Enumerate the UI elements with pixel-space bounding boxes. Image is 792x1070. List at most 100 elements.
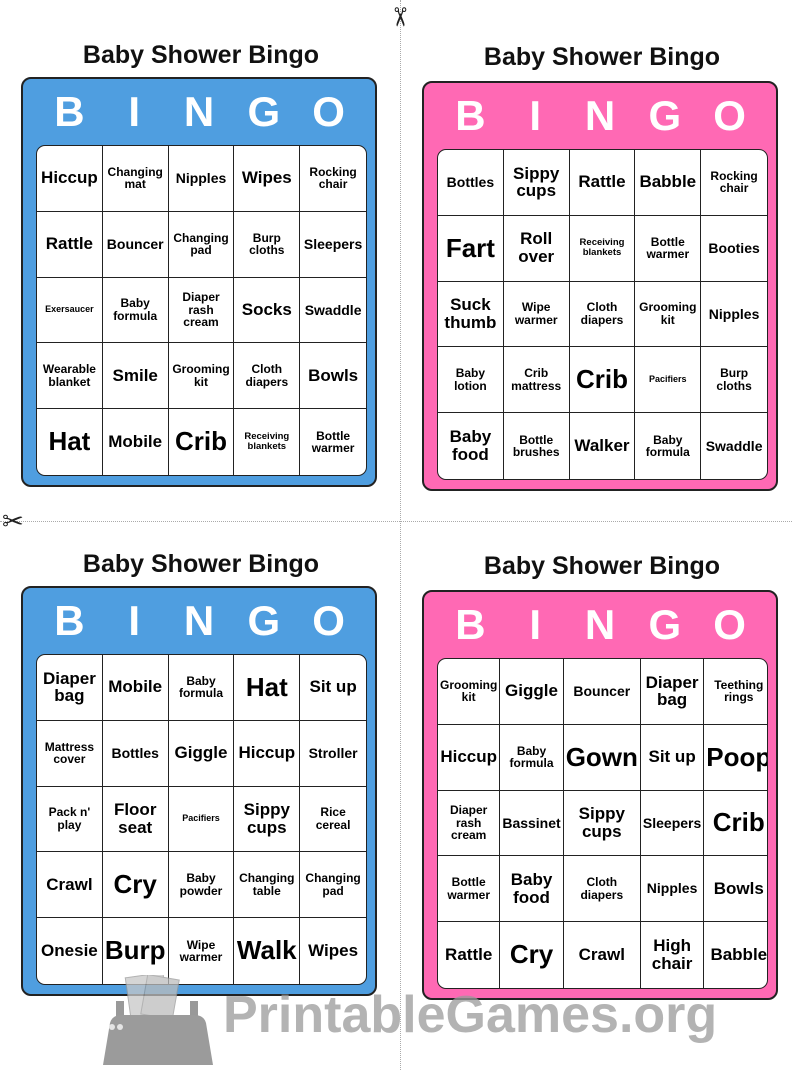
bingo-cell[interactable]: Baby formula bbox=[635, 413, 702, 479]
bingo-cell[interactable]: Rattle bbox=[438, 922, 501, 988]
bingo-cell[interactable]: Hiccup bbox=[438, 724, 501, 791]
bingo-cell[interactable]: Smile bbox=[102, 343, 169, 410]
bingo-cell[interactable]: Fart bbox=[438, 215, 504, 282]
bingo-cell[interactable]: Rice cereal bbox=[300, 787, 366, 853]
bingo-cell[interactable]: Burp cloths bbox=[234, 211, 301, 278]
bingo-cell[interactable]: Sippy cups bbox=[503, 150, 570, 216]
bingo-cell[interactable]: Diaper rash cream bbox=[168, 277, 235, 344]
bingo-cell[interactable]: Changing table bbox=[234, 852, 301, 919]
bingo-cell[interactable]: Gown bbox=[563, 724, 641, 791]
bingo-cell[interactable]: Wearable blanket bbox=[37, 343, 103, 410]
bingo-cell[interactable]: Bottles bbox=[438, 150, 504, 216]
bingo-cell[interactable]: Hiccup bbox=[37, 146, 103, 212]
bingo-cell[interactable]: Sit up bbox=[300, 655, 366, 721]
bingo-cell[interactable]: Baby formula bbox=[500, 724, 564, 791]
bingo-cell[interactable]: Crib bbox=[569, 347, 636, 414]
bingo-cell[interactable]: Hat bbox=[234, 655, 301, 721]
bingo-cell[interactable]: Rocking chair bbox=[701, 150, 767, 216]
bingo-cell[interactable]: Cloth diapers bbox=[569, 281, 636, 348]
bingo-cell[interactable]: Wipe warmer bbox=[503, 281, 570, 348]
bingo-cell[interactable]: Diaper bag bbox=[640, 659, 705, 725]
bingo-cell[interactable]: Rocking chair bbox=[300, 146, 366, 212]
bingo-cell[interactable]: Baby food bbox=[500, 856, 564, 923]
bingo-cell[interactable]: Pacifiers bbox=[635, 347, 702, 414]
bingo-cell[interactable]: Bottle warmer bbox=[438, 856, 501, 923]
bingo-cell[interactable]: Grooming kit bbox=[168, 343, 235, 410]
bingo-cell[interactable]: Onesie bbox=[37, 918, 103, 984]
bingo-cell[interactable]: Crib bbox=[169, 409, 235, 475]
bingo-cell[interactable]: Bottle brushes bbox=[504, 413, 570, 479]
bingo-cell[interactable]: Bottles bbox=[102, 720, 169, 787]
bingo-cell[interactable]: Sit up bbox=[640, 724, 705, 791]
bingo-cell[interactable]: Rattle bbox=[37, 211, 103, 278]
bingo-cell[interactable]: Suck thumb bbox=[438, 281, 504, 348]
bingo-cell[interactable]: Bouncer bbox=[102, 211, 169, 278]
bingo-cell[interactable]: Nipples bbox=[640, 856, 705, 923]
bingo-cell[interactable]: Poop bbox=[704, 725, 767, 791]
bingo-cell[interactable]: Crib mattress bbox=[503, 347, 570, 414]
bingo-cell[interactable]: Cloth diapers bbox=[563, 856, 641, 923]
bingo-cell[interactable]: Nipples bbox=[168, 146, 235, 212]
bingo-cell[interactable]: Crib bbox=[704, 791, 767, 857]
bingo-cell[interactable]: Changing pad bbox=[300, 852, 366, 919]
bingo-cell[interactable]: Baby lotion bbox=[438, 347, 504, 414]
bingo-cell[interactable]: Pacifiers bbox=[168, 786, 235, 853]
bingo-cell[interactable]: Bowls bbox=[704, 856, 767, 923]
bingo-cell[interactable]: Burp bbox=[103, 918, 169, 984]
bingo-cell[interactable]: Giggle bbox=[168, 720, 235, 787]
bingo-cell[interactable]: Sleepers bbox=[300, 212, 366, 278]
bingo-cell[interactable]: Mobile bbox=[103, 409, 169, 475]
bingo-cell[interactable]: Walker bbox=[570, 413, 636, 479]
bingo-cell[interactable]: Stroller bbox=[300, 721, 366, 787]
bingo-cell[interactable]: Diaper bag bbox=[37, 655, 103, 721]
bingo-cell[interactable]: Teething rings bbox=[704, 659, 767, 725]
bingo-cell[interactable]: Sleepers bbox=[640, 790, 705, 857]
bingo-cell[interactable]: Socks bbox=[234, 277, 301, 344]
bingo-cell[interactable]: Nipples bbox=[701, 282, 767, 348]
bingo-cell[interactable]: Booties bbox=[701, 216, 767, 282]
bingo-cell[interactable]: Bouncer bbox=[563, 659, 641, 725]
bingo-cell[interactable]: Wipes bbox=[234, 146, 301, 212]
bingo-cell[interactable]: Cry bbox=[500, 922, 564, 988]
bingo-cell[interactable]: Rattle bbox=[569, 150, 636, 216]
bingo-cell[interactable]: Roll over bbox=[503, 215, 570, 282]
bingo-cell[interactable]: Baby formula bbox=[168, 655, 235, 721]
bingo-cell[interactable]: Diaper rash cream bbox=[438, 790, 501, 857]
bingo-cell[interactable]: Hat bbox=[37, 409, 103, 475]
bingo-cell[interactable]: Babble bbox=[710, 945, 768, 965]
bingo-cell[interactable]: Wipe warmer bbox=[169, 918, 235, 984]
bingo-cell[interactable]: Babble bbox=[635, 150, 702, 216]
bingo-cell[interactable]: Floor seat bbox=[102, 786, 169, 853]
bingo-cell[interactable]: Swaddle bbox=[705, 437, 763, 454]
bingo-cell[interactable]: Mattress cover bbox=[37, 720, 103, 787]
bingo-cell[interactable]: Giggle bbox=[500, 659, 564, 725]
bingo-cell[interactable]: Sippy cups bbox=[563, 790, 641, 857]
bingo-cell[interactable]: Baby food bbox=[438, 413, 504, 479]
bingo-cell[interactable]: Exersaucer bbox=[37, 277, 103, 344]
bingo-cell[interactable]: Bottle warmer bbox=[311, 428, 355, 456]
bingo-cell[interactable]: Baby powder bbox=[168, 852, 235, 919]
bingo-cell[interactable]: Pack n' play bbox=[37, 786, 103, 853]
bingo-cell[interactable]: Sippy cups bbox=[234, 786, 301, 853]
bingo-cell[interactable]: Cloth diapers bbox=[234, 343, 301, 410]
bingo-cell[interactable]: Baby formula bbox=[102, 277, 169, 344]
bingo-cell[interactable]: Wipes bbox=[308, 941, 359, 961]
bingo-cell[interactable]: Bowls bbox=[300, 343, 366, 410]
bingo-cell[interactable]: Bottle warmer bbox=[635, 215, 702, 282]
bingo-cell[interactable]: Crawl bbox=[37, 852, 103, 919]
bingo-cell[interactable]: Grooming kit bbox=[438, 659, 501, 725]
bingo-cell[interactable]: Swaddle bbox=[300, 278, 366, 344]
bingo-cell[interactable]: Crawl bbox=[564, 922, 641, 988]
bingo-cell[interactable]: Receiving blankets bbox=[234, 409, 301, 475]
bingo-cell[interactable]: Cry bbox=[102, 852, 169, 919]
bingo-cell[interactable]: Changing pad bbox=[168, 211, 235, 278]
bingo-cell[interactable]: Mobile bbox=[102, 655, 169, 721]
bingo-cell[interactable]: Hiccup bbox=[234, 720, 301, 787]
bingo-cell[interactable]: Bassinet bbox=[500, 790, 564, 857]
bingo-cell[interactable]: High chair bbox=[641, 922, 705, 988]
bingo-cell[interactable]: Burp cloths bbox=[701, 347, 767, 414]
bingo-cell[interactable]: Changing mat bbox=[102, 146, 169, 212]
bingo-cell[interactable]: Grooming kit bbox=[635, 281, 702, 348]
bingo-cell[interactable]: Walk bbox=[234, 918, 301, 984]
bingo-cell[interactable]: Receiving blankets bbox=[569, 215, 636, 282]
